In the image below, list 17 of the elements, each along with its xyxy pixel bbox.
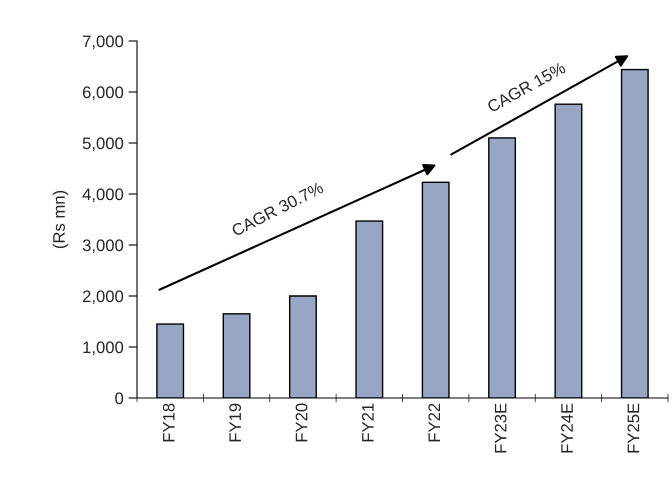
y-tick-label: 3,000 <box>82 239 124 254</box>
y-tick-label: 7,000 <box>82 35 124 50</box>
y-tick-label: 2,000 <box>82 290 124 304</box>
x-tick-label: FY23E <box>494 404 507 452</box>
x-tick-label: FY19 <box>229 404 242 442</box>
y-axis-title: (Rs mn) <box>52 190 68 248</box>
x-tick-label: FY18 <box>162 404 175 442</box>
x-tick-label: FY21 <box>362 404 374 442</box>
x-tick-label: FY22 <box>428 404 440 442</box>
x-tick-label: FY25E <box>627 404 640 452</box>
y-tick-label: 4,000 <box>82 188 124 202</box>
y-tick-label: 5,000 <box>82 137 124 152</box>
x-tick-label: FY20 <box>296 404 308 442</box>
y-tick-label: 0 <box>115 392 124 404</box>
x-tick-label: FY24E <box>561 404 573 452</box>
y-tick-label: 1,000 <box>83 341 124 356</box>
y-tick-label: 6,000 <box>82 86 124 100</box>
